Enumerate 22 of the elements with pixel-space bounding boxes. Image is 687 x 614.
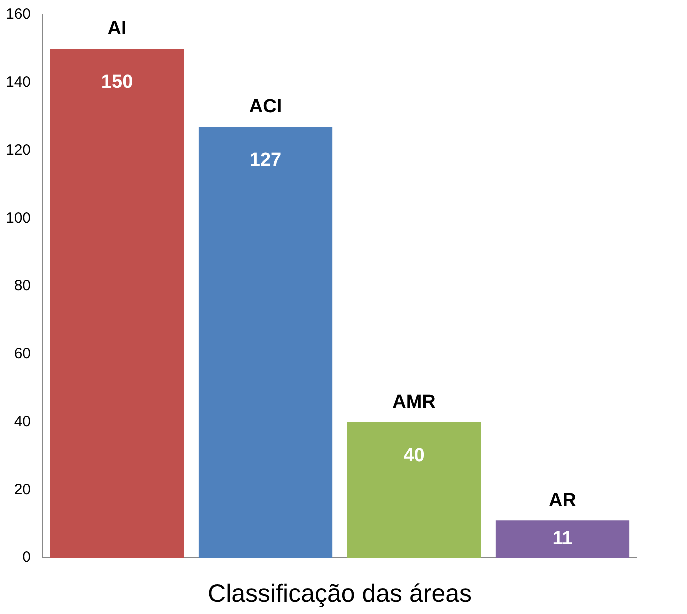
y-tick-label: 140 [6,74,32,92]
y-tick-label: 120 [6,142,32,159]
x-axis-title: Classificação das áreas [208,580,472,608]
y-tick-label: 40 [14,413,32,430]
y-tick-label: 100 [6,210,32,227]
y-tick-label: 80 [14,278,32,295]
bar [50,48,184,558]
bar [496,520,630,558]
data-label: 127 [250,150,282,172]
x-tick-label: AR [549,490,577,512]
y-tick-label: 0 [22,549,32,566]
y-tick-label: 160 [6,6,32,24]
y-tick-label: 60 [14,346,32,363]
x-tick-label: AI [108,18,127,40]
data-label: 40 [404,445,425,466]
x-tick-label: ACI [249,96,282,118]
x-tick-label: AMR [392,392,436,413]
bar [198,126,333,558]
data-label: 150 [101,72,134,94]
y-tick-label: 20 [14,481,32,498]
data-label: 11 [552,528,574,550]
bar [347,422,482,558]
